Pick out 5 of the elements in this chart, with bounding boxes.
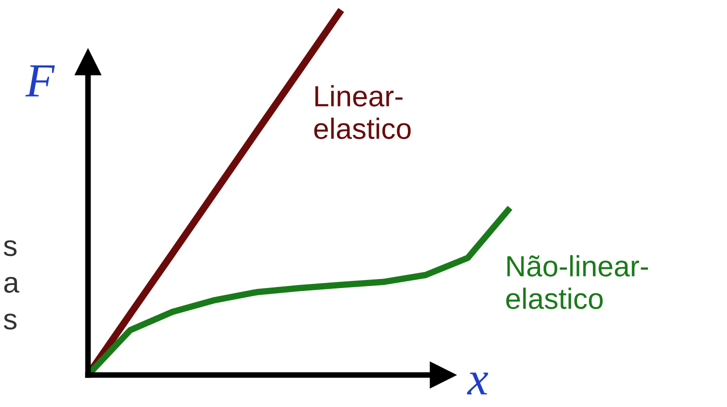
series-label: Não-linear- elastico [506, 255, 648, 310]
series-label: Linear- elastico [314, 85, 411, 140]
text: s a s [4, 240, 20, 330]
x-axis-title: x [466, 372, 488, 394]
y-axis-title: F [25, 65, 55, 96]
